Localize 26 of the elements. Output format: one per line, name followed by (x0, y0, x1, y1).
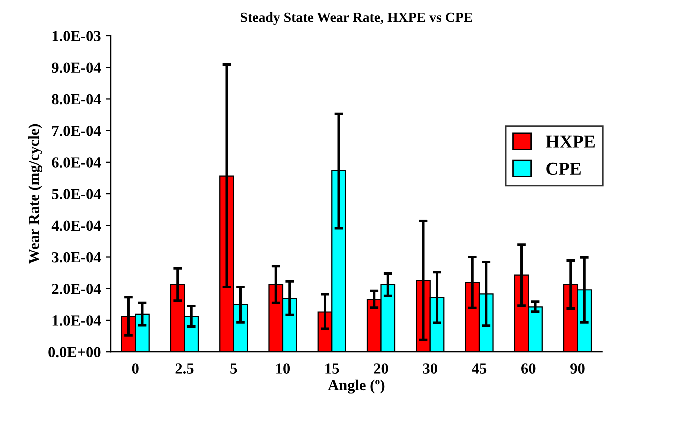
x-tick-label: 60 (522, 364, 536, 374)
y-tick-label: 4.0E-04 (52, 220, 102, 232)
y-tick-label: 2.0E-04 (52, 284, 102, 294)
y-tick-label: 8.0E-04 (52, 94, 102, 105)
y-tick-label: 1.0E-04 (52, 316, 102, 326)
y-tick-label: 3.0E-04 (52, 252, 102, 263)
x-tick-label: 10 (276, 364, 290, 374)
legend-label: HXPE (546, 136, 595, 148)
x-axis-title: Angle (º) (328, 380, 385, 394)
chart-title: Steady State Wear Rate, HXPE vs CPE (240, 12, 472, 26)
x-tick-label: 0 (132, 364, 139, 374)
x-tick-label: 5 (230, 364, 238, 374)
y-tick-label: 0.0E+00 (48, 347, 101, 358)
x-tick-label: 15 (326, 364, 340, 374)
x-tick-label: 2.5 (176, 364, 194, 374)
y-tick-label: 6.0E-04 (52, 158, 102, 168)
y-tick-label: 5.0E-04 (52, 189, 102, 200)
x-tick-label: 30 (423, 364, 438, 374)
y-tick-label: 1.0E-03 (52, 31, 101, 42)
legend-label: CPE (546, 162, 581, 176)
y-axis-title: Wear Rate (mg/cycle) (28, 124, 42, 264)
y-tick-label: 7.0E-04 (52, 126, 102, 136)
x-tick-label: 45 (472, 364, 487, 374)
x-tick-label: 20 (374, 364, 388, 374)
y-tick-label: 9.0E-04 (52, 62, 102, 74)
x-tick-label: 90 (570, 364, 585, 374)
